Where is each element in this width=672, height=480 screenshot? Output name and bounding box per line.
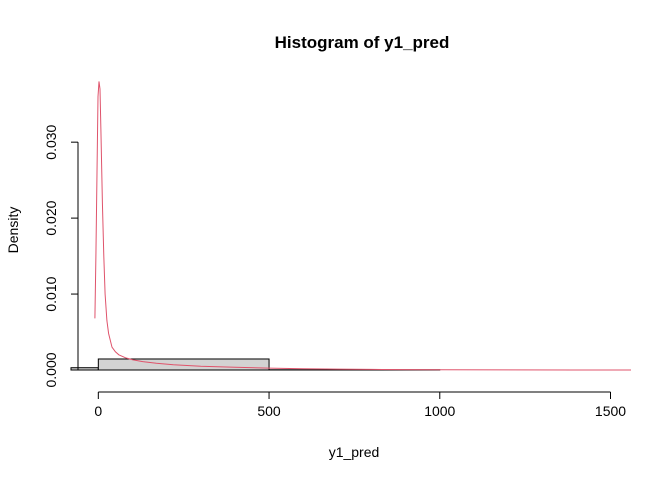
chart-title: Histogram of y1_pred [275, 33, 450, 52]
y-tick-label-0: 0.000 [43, 352, 59, 387]
y-tick-label-1: 0.010 [43, 276, 59, 311]
y-axis: 0.000 0.010 0.020 0.030 [43, 124, 79, 388]
x-axis-label: y1_pred [329, 444, 380, 460]
y-tick-label-3: 0.030 [43, 124, 59, 159]
x-axis: 0 500 1000 1500 [94, 391, 626, 419]
density-curve-layer [94, 81, 631, 371]
histogram-bars [70, 358, 441, 371]
x-tick-label-3: 1500 [595, 403, 626, 419]
x-tick-label-0: 0 [94, 403, 102, 419]
density-curve [94, 81, 631, 371]
y-tick-label-2: 0.020 [43, 200, 59, 235]
x-tick-label-1: 500 [257, 403, 281, 419]
histogram-bar-1 [97, 358, 270, 371]
x-tick-label-2: 1000 [424, 403, 455, 419]
y-axis-label: Density [5, 207, 21, 254]
